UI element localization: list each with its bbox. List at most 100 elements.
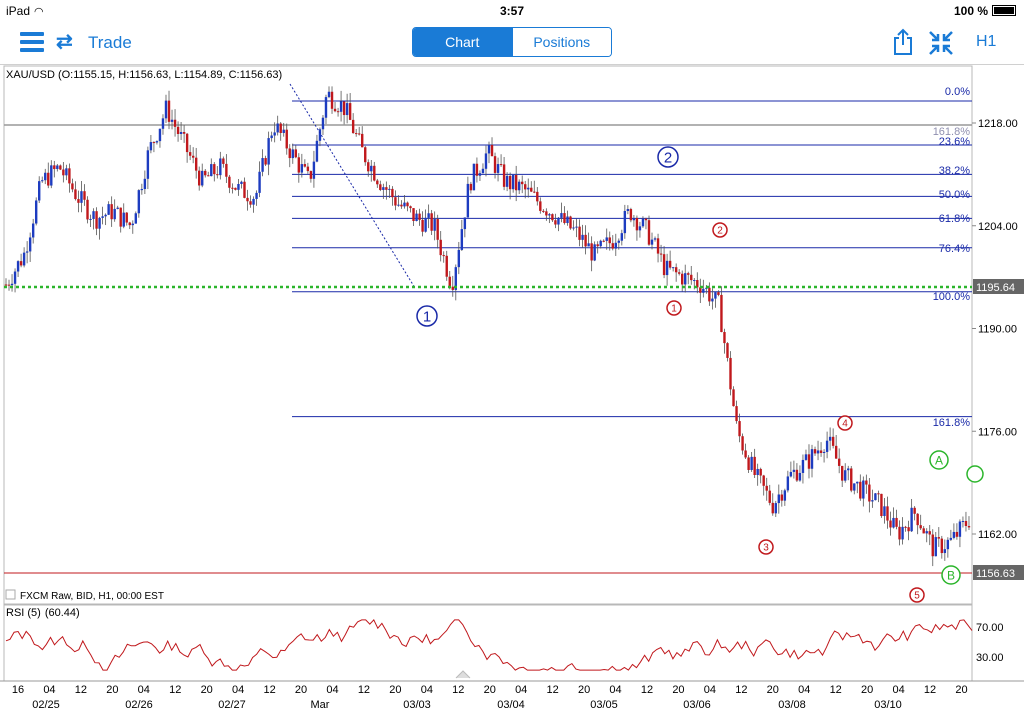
candle-body — [635, 217, 639, 231]
candle-body — [198, 170, 201, 186]
candle-body — [336, 111, 340, 113]
candle-body — [13, 271, 17, 284]
candle-body — [834, 445, 838, 459]
time-tick-label: 04 — [515, 684, 527, 696]
candle-body — [28, 237, 32, 252]
candle-body — [868, 484, 871, 502]
candle-body — [170, 119, 174, 122]
candle-body — [798, 472, 802, 481]
candle-body — [925, 531, 928, 534]
candle-body — [907, 527, 910, 532]
candle-body — [125, 212, 128, 223]
candle-body — [388, 188, 391, 190]
candle-body — [376, 180, 379, 185]
candle-body — [409, 206, 412, 209]
candle-body — [590, 243, 593, 261]
candle-body — [677, 272, 681, 274]
candle-body — [656, 238, 660, 254]
candle-body — [44, 172, 47, 181]
candle-body — [623, 210, 627, 234]
candle-body — [252, 198, 255, 205]
candle-body — [140, 189, 144, 191]
candle-body — [723, 332, 726, 344]
candle-body — [303, 164, 307, 167]
candle-body — [104, 214, 107, 217]
candle-body — [943, 549, 947, 554]
candle-body — [65, 168, 68, 176]
candle-body — [364, 147, 367, 163]
candle-body — [572, 227, 575, 229]
candle-body — [792, 469, 796, 472]
candle-body — [837, 458, 841, 466]
trade-button[interactable]: Trade — [88, 33, 132, 52]
time-tick-label: 04 — [326, 684, 338, 696]
candle-body — [4, 284, 8, 286]
candle-body — [681, 273, 684, 285]
candle-body — [222, 158, 225, 164]
candle-body — [886, 506, 889, 521]
candle-body — [267, 138, 270, 165]
time-tick-label: 12 — [263, 684, 275, 696]
candle-body — [22, 252, 26, 266]
candle-body — [237, 183, 240, 190]
candle-body — [958, 521, 962, 537]
candle-body — [828, 436, 832, 441]
chart-area[interactable]: 0.0% 161.8% 23.6% 38.2% 50.0% 61.8% 76.4% 100.0… — [0, 64, 1024, 713]
time-tick-label: 20 — [578, 684, 590, 696]
compress-icon[interactable] — [928, 30, 954, 56]
candle-body — [714, 292, 717, 299]
candle-body — [68, 168, 71, 184]
candle-body — [204, 170, 207, 176]
tab-positions[interactable]: Positions — [511, 28, 611, 56]
candle-body — [282, 129, 285, 133]
candle-body — [288, 148, 291, 159]
candle-body — [919, 525, 922, 529]
swap-icon[interactable]: ⇄ — [56, 31, 73, 53]
rsi-level-70: 70.00 — [976, 622, 1004, 634]
candle-body — [47, 172, 50, 186]
candle-body — [490, 144, 494, 157]
candle-body — [729, 357, 732, 390]
candle-body — [762, 475, 765, 486]
candle-body — [315, 140, 319, 162]
subwave-marker-3: 3 — [758, 539, 774, 555]
candle-body — [530, 187, 533, 192]
candle-body — [345, 103, 349, 116]
candle-body — [62, 169, 65, 176]
candle-body — [810, 449, 814, 469]
menu-icon[interactable] — [20, 32, 44, 52]
price-label: 1218.00 — [978, 118, 1018, 130]
candle-body — [309, 171, 313, 179]
timeframe-button[interactable]: H1 — [976, 33, 997, 50]
candle-body — [433, 219, 436, 231]
candle-body — [596, 244, 599, 247]
scroll-handle-icon[interactable] — [455, 670, 471, 679]
candle-body — [560, 213, 563, 218]
wave-marker-1: 1 — [416, 305, 438, 327]
fib-label: 61.8% — [939, 213, 970, 225]
candle-body — [626, 209, 630, 211]
candle-body — [904, 526, 907, 528]
price-marker-current-label: 1156.63 — [976, 568, 1015, 580]
time-tick-label: 12 — [735, 684, 747, 696]
candle-body — [158, 128, 162, 142]
share-icon[interactable] — [892, 28, 914, 56]
candle-body — [735, 406, 738, 422]
time-tick-label: 12 — [547, 684, 559, 696]
candle-body — [566, 216, 569, 224]
candle-body — [297, 157, 301, 173]
time-tick-label: 12 — [830, 684, 842, 696]
candle-body — [599, 240, 602, 247]
candle-body — [629, 209, 633, 221]
candle-body — [95, 211, 98, 229]
time-tick-label: 20 — [672, 684, 684, 696]
candle-body — [56, 165, 59, 170]
tab-chart[interactable]: Chart — [413, 28, 512, 56]
candle-body — [74, 189, 77, 200]
candle-body — [228, 176, 231, 188]
candle-body — [647, 220, 651, 245]
price-chart[interactable]: 0.0%161.8%23.6%38.2%50.0%61.8%76.4%100.0… — [0, 64, 1024, 713]
candle-body — [406, 202, 409, 207]
subwave-marker-1: 1 — [666, 300, 682, 316]
candle-body — [427, 213, 430, 218]
